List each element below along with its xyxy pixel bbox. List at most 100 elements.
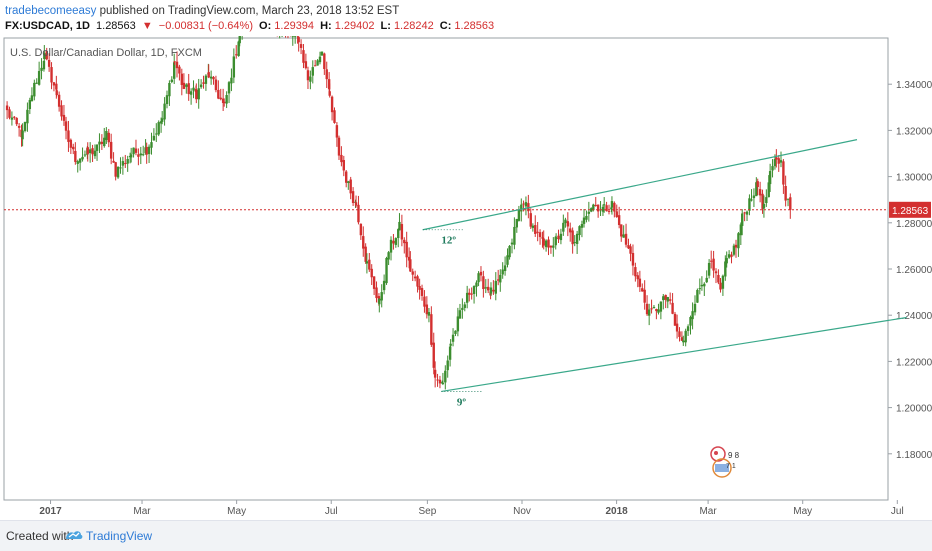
candle-body (634, 267, 637, 277)
candle-body (173, 61, 176, 63)
candle-body (566, 221, 570, 227)
candle-body (643, 289, 646, 303)
candle-body (465, 292, 469, 303)
candle-body (238, 36, 241, 44)
open-value: 1.29394 (274, 20, 315, 32)
candle-body (178, 66, 181, 74)
x-tick-label: May (793, 506, 812, 517)
candle-body (645, 303, 649, 315)
candle-body (433, 369, 437, 378)
candle-body (719, 282, 722, 290)
candle-body (503, 265, 507, 271)
candle-body (232, 56, 236, 78)
x-tick-label: Mar (699, 506, 717, 517)
candle-body (55, 90, 58, 95)
y-axis: 1.18000 1.20000 1.22000 1.24000 1.26000 1.280… (888, 80, 932, 461)
candle-body (159, 121, 163, 124)
y-tick-label: 1.28000 (896, 219, 932, 230)
tradingview-logo-icon (66, 531, 83, 539)
candle-body (362, 236, 365, 249)
candle-body (227, 82, 231, 94)
candle-body (463, 304, 466, 308)
y-tick-label: 1.18000 (896, 450, 932, 461)
y-tick-label: 1.30000 (896, 173, 932, 184)
tradingview-link[interactable]: TradingView (86, 529, 153, 543)
candle-body (615, 211, 618, 218)
candle-body (554, 237, 558, 239)
candle-body (573, 242, 576, 244)
candle-body (313, 65, 317, 67)
candle-body (675, 323, 679, 332)
candle-body (103, 137, 106, 147)
candle-body (62, 114, 66, 121)
candle-body (223, 101, 226, 104)
candle-body (160, 118, 164, 122)
candle-body (508, 245, 511, 258)
candle-body (197, 88, 200, 100)
low-label: L: (380, 20, 391, 32)
candle-body (446, 360, 449, 371)
candle-body (650, 308, 653, 310)
candle-body (150, 142, 153, 148)
candle-body (671, 302, 674, 314)
candle-body (173, 62, 176, 79)
chart-title: U.S. Dollar/Canadian Dollar, 1D, FXCM (10, 47, 202, 59)
footer: Created with TradingView (0, 520, 932, 551)
candle-body (631, 253, 635, 266)
candle-body (202, 82, 205, 84)
candle-body (575, 233, 579, 244)
candle-body (230, 77, 233, 84)
candle-body (175, 61, 179, 69)
candle-body (365, 261, 369, 264)
candle-body (425, 304, 429, 315)
candle-body (382, 280, 386, 291)
candle-body (767, 182, 770, 198)
candle-body (727, 254, 731, 258)
candle-body (544, 240, 548, 248)
candle-body (501, 269, 504, 275)
symbol-label: FX:USDCAD, 1D (5, 20, 90, 32)
candle-body (506, 255, 509, 265)
candle-body (349, 179, 352, 194)
candle-body (93, 150, 97, 157)
y-tick-label: 1.34000 (896, 80, 932, 91)
price-chart[interactable]: 1.18000 1.20000 1.22000 1.24000 1.26000 1.280… (0, 36, 932, 520)
candle-body (370, 268, 373, 278)
candle-body (475, 282, 478, 287)
candle-body (302, 50, 305, 63)
candle-body (710, 260, 713, 262)
candle-body (81, 156, 84, 160)
candle-body (88, 149, 92, 154)
candle-body (199, 84, 203, 88)
candle-body (337, 137, 341, 156)
candle-body (375, 287, 378, 299)
candle-body (682, 340, 685, 343)
candle-body (91, 148, 94, 155)
candle-body (673, 313, 677, 326)
candle-body (351, 191, 355, 203)
emblem-icon: 9 8 7 1 (710, 446, 740, 478)
channel-upper-line (422, 139, 858, 231)
candle-body (499, 274, 502, 283)
candle-body (664, 294, 667, 300)
candle-body (510, 242, 514, 245)
candle-body (52, 82, 56, 86)
candle-body (57, 94, 61, 107)
candle-body (95, 144, 99, 151)
candle-body (748, 198, 751, 211)
candle-body (8, 109, 11, 118)
high-label: H: (320, 20, 332, 32)
chart-area[interactable]: 1.18000 1.20000 1.22000 1.24000 1.26000 1.280… (0, 36, 932, 520)
candle-body (114, 162, 117, 177)
candle-body (83, 154, 87, 156)
candle-body (489, 287, 493, 294)
candle-body (30, 95, 34, 102)
candle-body (345, 171, 348, 183)
candle-body (180, 73, 184, 85)
candle-body (98, 141, 101, 145)
author-link[interactable]: tradebecomeeasy (5, 5, 97, 17)
candle-body (725, 258, 728, 264)
candle-body (121, 161, 125, 166)
last-price-label: 1.28563 (892, 206, 929, 217)
candle-body (237, 41, 240, 56)
